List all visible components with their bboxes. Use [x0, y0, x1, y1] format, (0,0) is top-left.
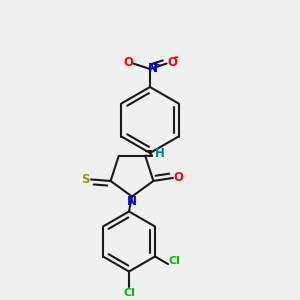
Text: N: N [127, 195, 137, 208]
Text: -: - [174, 51, 178, 64]
Text: O: O [123, 56, 133, 69]
Text: O: O [173, 172, 183, 184]
Text: H: H [155, 147, 165, 160]
Text: Cl: Cl [168, 256, 180, 266]
Text: N: N [147, 62, 158, 76]
Text: Cl: Cl [123, 288, 135, 298]
Text: +: + [153, 60, 160, 69]
Text: S: S [82, 173, 90, 186]
Text: O: O [167, 56, 177, 69]
